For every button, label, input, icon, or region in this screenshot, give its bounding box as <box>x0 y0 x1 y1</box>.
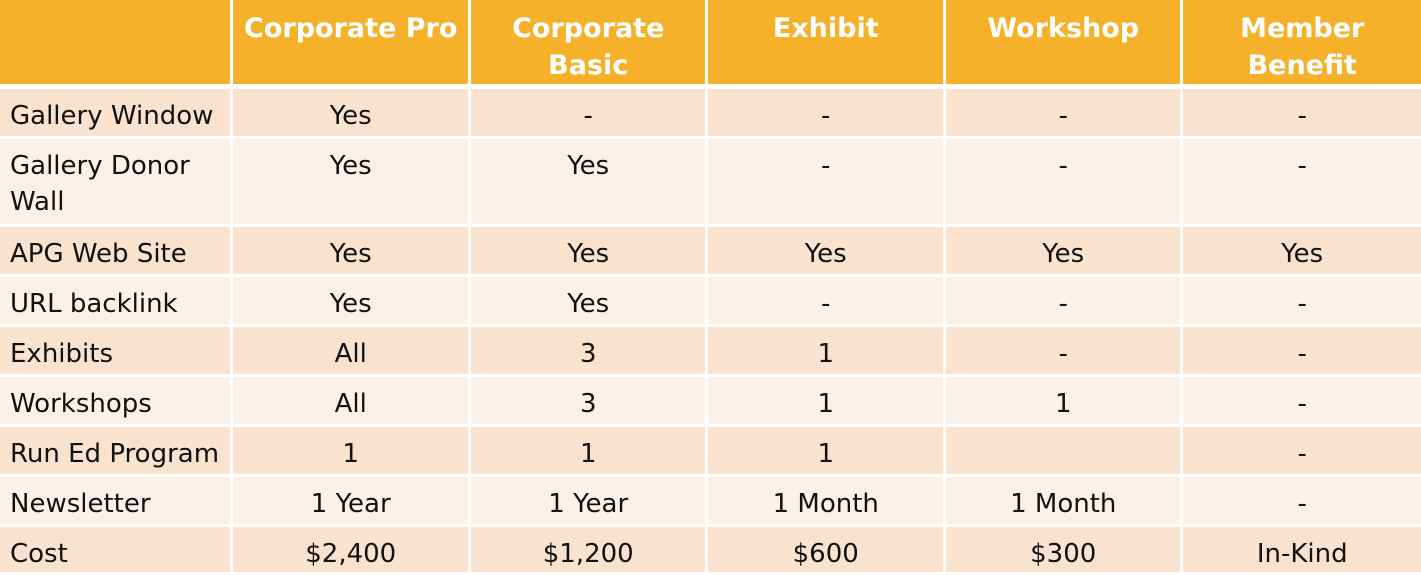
table-cell: - <box>470 89 709 139</box>
table-row: Cost $2,400 $1,200 $600 $300 In-Kind <box>0 527 1421 575</box>
row-label: Newsletter <box>0 477 234 527</box>
row-label: Cost <box>0 527 234 575</box>
table-cell: 1 <box>470 427 709 477</box>
row-label: Gallery Donor Wall <box>0 139 234 227</box>
table-row: Gallery Donor Wall Yes Yes - - - <box>0 139 1421 227</box>
row-label: URL backlink <box>0 277 234 327</box>
table-cell: Yes <box>1183 227 1421 277</box>
row-label: Exhibits <box>0 327 234 377</box>
table-cell: $2,400 <box>233 527 471 575</box>
table-cell: Yes <box>470 277 709 327</box>
header-row: Corporate Pro Corporate Basic Exhibit Wo… <box>0 0 1421 89</box>
header-corporate-pro: Corporate Pro <box>233 0 471 89</box>
table-cell: - <box>708 277 946 327</box>
table-row: Newsletter 1 Year 1 Year 1 Month 1 Month - <box>0 477 1421 527</box>
table-cell: - <box>1183 427 1421 477</box>
header-exhibit: Exhibit <box>708 0 946 89</box>
table-cell: - <box>945 327 1184 377</box>
table-cell <box>945 427 1184 477</box>
table-row: Gallery Window Yes - - - - <box>0 89 1421 139</box>
table-cell: Yes <box>233 227 471 277</box>
table-cell: Yes <box>233 277 471 327</box>
table-cell: - <box>945 139 1184 227</box>
table-cell: 3 <box>470 327 709 377</box>
table-cell: Yes <box>945 227 1184 277</box>
table-cell: 3 <box>470 377 709 427</box>
table-cell: - <box>945 277 1184 327</box>
table-cell: - <box>945 89 1184 139</box>
table-row: Run Ed Program 1 1 1- <box>0 427 1421 477</box>
row-label: Run Ed Program <box>0 427 234 477</box>
table-cell: - <box>708 89 946 139</box>
table-cell: - <box>708 139 946 227</box>
header-corporate-basic: Corporate Basic <box>470 0 709 89</box>
table-cell: Yes <box>470 139 709 227</box>
table-cell: 1 Month <box>708 477 946 527</box>
table-cell: $300 <box>945 527 1184 575</box>
table-cell: 1 <box>708 327 946 377</box>
header-workshop: Workshop <box>945 0 1184 89</box>
table-cell: 1 <box>708 427 946 477</box>
table-cell: - <box>1183 277 1421 327</box>
table-cell: 1 Year <box>233 477 471 527</box>
table-cell: In-Kind <box>1183 527 1421 575</box>
table-cell: 1 Year <box>470 477 709 527</box>
table-cell: Yes <box>708 227 946 277</box>
table-cell: - <box>1183 477 1421 527</box>
table-cell: Yes <box>233 139 471 227</box>
table-row: Workshops All 3 1 1- <box>0 377 1421 427</box>
table-cell: All <box>233 377 471 427</box>
row-label: Workshops <box>0 377 234 427</box>
row-label: Gallery Window <box>0 89 234 139</box>
table-cell: Yes <box>233 89 471 139</box>
table-cell: - <box>1183 377 1421 427</box>
header-corner <box>0 0 234 89</box>
table-cell: - <box>1183 89 1421 139</box>
table-cell: 1 Month <box>945 477 1184 527</box>
table-row: URL backlink Yes Yes - - - <box>0 277 1421 327</box>
table-cell: 1 <box>708 377 946 427</box>
table-cell: 1 <box>233 427 471 477</box>
table-row: Exhibits All 3 1- - <box>0 327 1421 377</box>
table-cell: 1 <box>945 377 1184 427</box>
table-cell: $1,200 <box>470 527 709 575</box>
table-cell: - <box>1183 139 1421 227</box>
table-row: APG Web Site Yes Yes Yes Yes Yes <box>0 227 1421 277</box>
row-label: APG Web Site <box>0 227 234 277</box>
table-cell: Yes <box>470 227 709 277</box>
table-cell: $600 <box>708 527 946 575</box>
header-member-benefit: Member Benefit <box>1183 0 1421 89</box>
table-cell: - <box>1183 327 1421 377</box>
table-cell: All <box>233 327 471 377</box>
